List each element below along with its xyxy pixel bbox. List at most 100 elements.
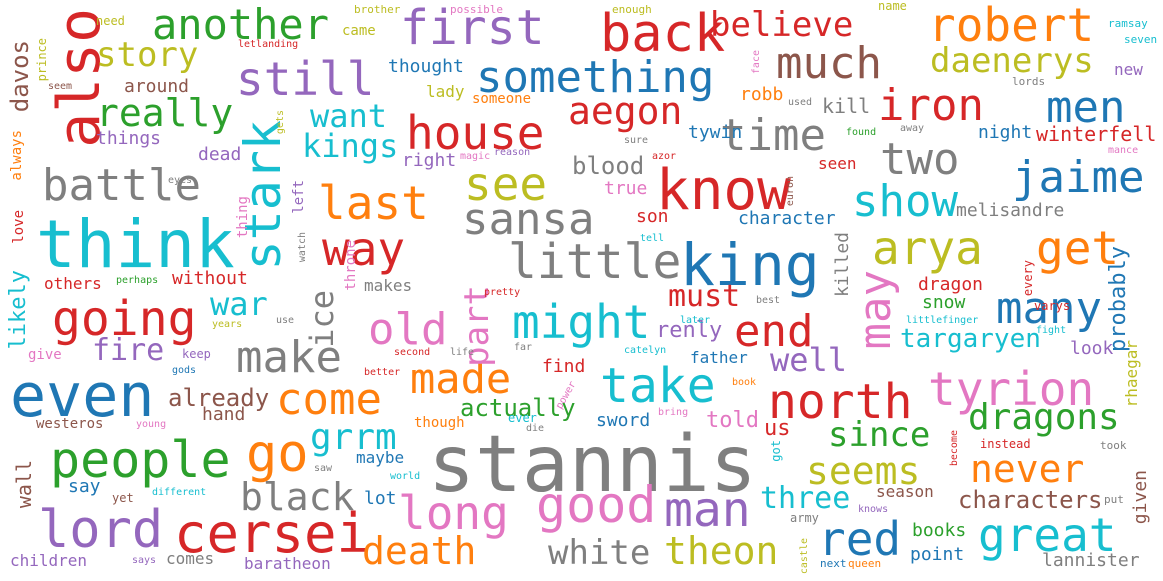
word-great: great xyxy=(978,508,1117,562)
word-give: give xyxy=(28,347,62,363)
word-father: father xyxy=(690,348,748,367)
word-winterfell: winterfell xyxy=(1036,122,1157,146)
word-wall: wall xyxy=(12,460,36,509)
word-even: even xyxy=(10,361,155,431)
word-reason: reason xyxy=(494,147,531,158)
word-perhaps: perhaps xyxy=(116,275,159,286)
word-saw: saw xyxy=(314,463,333,474)
word-azor: azor xyxy=(652,151,677,162)
word-take: take xyxy=(600,358,716,414)
word-love: love xyxy=(11,210,27,244)
word-next: next xyxy=(820,557,847,570)
word-bring: bring xyxy=(658,407,689,418)
word-name: name xyxy=(878,0,907,13)
word-made: made xyxy=(410,354,512,403)
word-tywin: tywin xyxy=(688,122,743,143)
word-come: come xyxy=(276,374,382,425)
word-little: little xyxy=(508,234,682,290)
word-stannis: stannis xyxy=(428,420,757,510)
word-ice: ice xyxy=(303,290,341,348)
word-daenerys: daenerys xyxy=(930,41,1094,81)
word-must: must xyxy=(668,279,741,314)
word-sword: sword xyxy=(596,410,651,431)
word-every: every xyxy=(1021,260,1035,297)
word-hand: hand xyxy=(202,404,246,425)
word-arya: arya xyxy=(872,221,983,275)
word-jaime: jaime xyxy=(1012,152,1145,203)
word-ramsay: ramsay xyxy=(1108,17,1148,30)
word-men: men xyxy=(1046,82,1126,133)
word-instead: instead xyxy=(980,437,1031,451)
word-back: back xyxy=(600,4,726,64)
word-targaryen: targaryen xyxy=(900,324,1041,354)
word-old: old xyxy=(368,304,448,355)
word-people: people xyxy=(50,431,231,489)
word-use: use xyxy=(276,315,295,326)
word-iron: iron xyxy=(878,80,984,131)
word-possible: possible xyxy=(450,3,503,16)
word-already: already xyxy=(168,384,270,412)
word-likely: likely xyxy=(6,270,31,350)
word-new: new xyxy=(1114,60,1143,79)
word-renly: renly xyxy=(656,318,723,343)
word-book: book xyxy=(732,377,757,388)
word-us: us xyxy=(764,416,791,441)
word-different: different xyxy=(152,487,207,498)
word-though: though xyxy=(414,415,465,431)
word-maybe: maybe xyxy=(356,448,405,467)
word-yet: yet xyxy=(112,491,134,505)
word-eyes: eyes xyxy=(168,175,193,186)
word-since: since xyxy=(828,415,931,455)
word-tell: tell xyxy=(640,233,665,244)
word-season: season xyxy=(876,482,934,501)
word-melisandre: melisandre xyxy=(956,200,1065,221)
word-lannister: lannister xyxy=(1042,550,1140,571)
word-far: far xyxy=(514,342,533,353)
word-theon: theon xyxy=(664,529,779,573)
word-away: away xyxy=(900,123,925,134)
word-make: make xyxy=(236,332,342,383)
word-says: says xyxy=(132,555,157,566)
word-really: really xyxy=(96,91,234,135)
word-came: came xyxy=(342,23,376,39)
word-ever: ever xyxy=(508,411,537,425)
word-thought: thought xyxy=(388,56,464,77)
word-kill: kill xyxy=(822,94,871,118)
word-tyrion: tyrion xyxy=(928,362,1095,416)
word-lord: lord xyxy=(38,500,164,560)
word-things: things xyxy=(96,128,162,149)
word-characters: characters xyxy=(958,486,1103,514)
word-find: find xyxy=(542,356,586,377)
word-seems: seems xyxy=(806,449,921,493)
word-fire: fire xyxy=(92,333,165,368)
word-know: know xyxy=(656,158,791,223)
word-cersei: cersei xyxy=(174,502,370,565)
word-face: face xyxy=(751,50,762,75)
word-gets: gets xyxy=(275,110,286,135)
word-three: three xyxy=(760,481,851,516)
word-queen: queen xyxy=(848,557,882,570)
word-robb: robb xyxy=(740,84,784,105)
word-sansa: sansa xyxy=(462,194,595,245)
word-blood: blood xyxy=(572,152,645,180)
word-red: red xyxy=(818,512,902,566)
word-house: house xyxy=(406,106,545,160)
word-kings: kings xyxy=(302,127,399,165)
word-dragon: dragon xyxy=(918,274,984,295)
word-time: time xyxy=(720,110,826,161)
word-might: might xyxy=(512,295,651,349)
word-need: need xyxy=(96,14,125,28)
word-son: son xyxy=(636,206,669,227)
word-lady: lady xyxy=(426,82,465,101)
word-given: given xyxy=(1130,470,1151,525)
word-war: war xyxy=(210,285,268,323)
word-last: last xyxy=(318,176,429,230)
word-look: look xyxy=(1070,338,1114,359)
word-littlefinger: littlefinger xyxy=(906,315,979,326)
word-comes: comes xyxy=(166,549,215,568)
word-life: life xyxy=(450,347,475,358)
word-see: see xyxy=(464,157,548,211)
word-seem: seem xyxy=(48,81,73,92)
word-baratheon: baratheon xyxy=(244,554,331,573)
